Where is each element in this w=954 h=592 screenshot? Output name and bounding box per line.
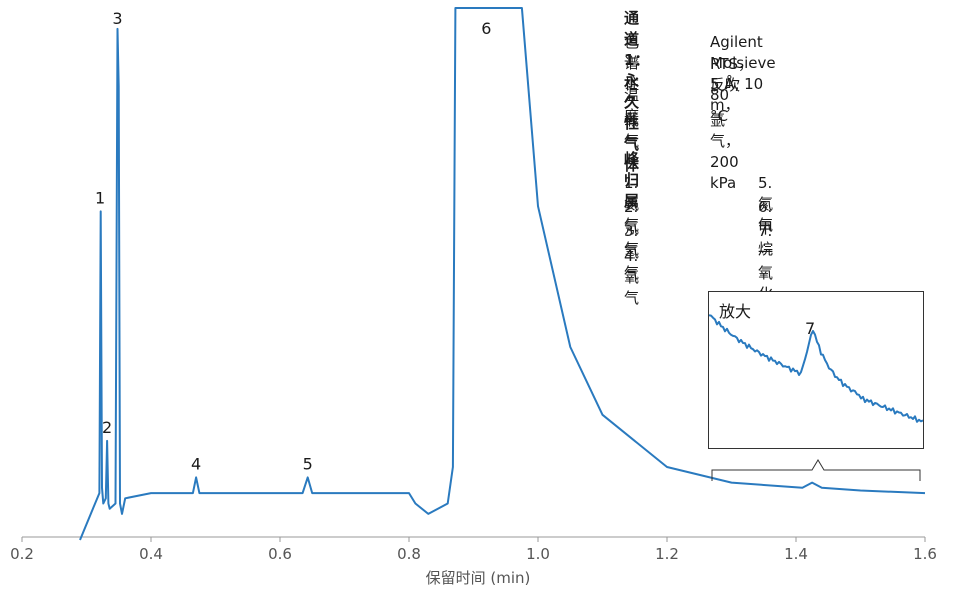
peaks-title: 峰归属 [624,150,640,210]
info-key-temperature: 温度 [624,86,640,125]
peak-label-3: 3 [112,9,122,28]
peak-item: 6. 甲烷 [758,198,774,258]
info-key-carrier: 载气 [624,111,640,150]
info-title: 通道 1：永久性气体 [624,9,650,174]
peak-item: 2. 氖气 [624,198,640,258]
info-value-column-cont: RTS，反吹 [710,55,754,94]
zoom-trace-line [709,314,923,423]
info-value-carrier: 氩气，200 kPa [710,111,741,192]
peak-label-1: 1 [95,188,105,207]
x-axis-title: 保留时间 (min) [426,569,531,587]
x-tick-label: 0.6 [268,545,292,563]
peak-item: 4. 氧气 [624,247,640,307]
peak-label-6: 6 [481,19,491,38]
peak-item: 1. 氦气 [624,174,640,234]
zoom-bracket [711,459,921,481]
zoom-title: 放大 [719,302,752,321]
x-tick-label: 0.2 [10,545,34,563]
info-key-column: 色谱柱 [624,33,640,93]
peak-label-4: 4 [191,454,201,473]
x-tick-label: 0.8 [397,545,421,563]
peak-label-5: 5 [303,454,313,473]
info-value-column: Agilent Molsieve 5 Å, 10 m， [710,33,776,114]
x-tick-label: 1.0 [526,545,550,563]
zoom-inset: 放大 7 [708,291,924,449]
peak-item: 5. 氮气 [758,174,774,234]
zoom-peak-label: 7 [805,319,816,338]
series-line [79,7,926,541]
x-tick-label: 0.4 [139,545,163,563]
x-tick-label: 1.4 [784,545,808,563]
peak-item: 3. 氢气 [624,222,640,282]
info-value-temperature: 80 °C [710,86,730,125]
peak-label-2: 2 [102,418,112,437]
x-tick-label: 1.2 [655,545,679,563]
x-tick-label: 1.6 [913,545,937,563]
zoom-trace [709,314,923,423]
